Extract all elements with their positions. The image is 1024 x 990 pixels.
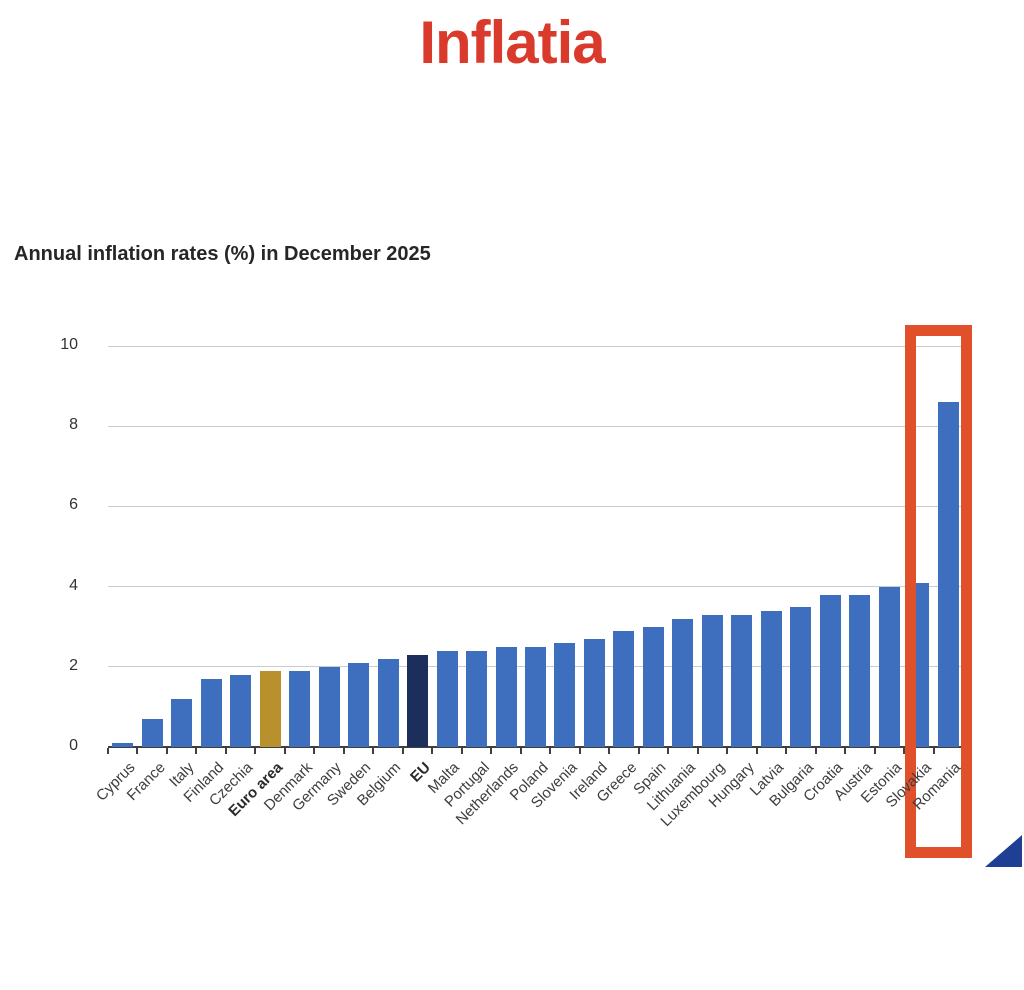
x-axis-tick xyxy=(254,748,257,754)
bar-slovenia xyxy=(554,643,576,747)
bar-poland xyxy=(525,647,546,747)
gridline-y-4 xyxy=(108,586,963,588)
x-axis-tick xyxy=(726,748,729,754)
x-axis-tick xyxy=(903,748,906,754)
bar-denmark xyxy=(289,671,311,747)
highlight-box-romania xyxy=(905,325,972,858)
x-axis-tick xyxy=(460,748,463,754)
bar-czechia xyxy=(230,675,252,747)
chart-title: Annual inflation rates (%) in December 2… xyxy=(14,243,431,265)
x-axis-tick xyxy=(490,748,493,754)
x-axis-tick xyxy=(372,748,375,754)
y-axis-label-4: 4 xyxy=(69,576,78,594)
y-axis-label-6: 6 xyxy=(69,496,78,514)
gridline-y-6 xyxy=(108,505,963,507)
y-axis-label-10: 10 xyxy=(60,336,78,353)
x-axis-tick xyxy=(755,748,758,754)
x-axis-tick xyxy=(431,748,434,754)
bar-romania xyxy=(937,402,959,747)
x-axis-tick xyxy=(342,748,345,754)
x-axis-tick xyxy=(313,748,316,754)
x-axis-tick xyxy=(519,748,522,754)
bar-greece xyxy=(613,631,635,747)
bar-austria xyxy=(849,595,871,747)
bar-cyprus xyxy=(112,743,134,747)
bar-eu xyxy=(407,655,429,747)
bar-hungary xyxy=(731,615,753,747)
bar-croatia xyxy=(819,595,841,747)
bar-lithuania xyxy=(672,619,694,747)
page-title: Inflatia xyxy=(419,9,605,76)
x-axis-tick xyxy=(608,748,611,754)
gridline-y-10 xyxy=(108,345,963,347)
bar-euro-area xyxy=(259,671,281,747)
x-axis-tick xyxy=(667,748,670,754)
bar-ireland xyxy=(583,639,605,747)
x-axis-tick xyxy=(283,748,286,754)
x-axis-tick xyxy=(785,748,788,754)
y-axis-label-8: 8 xyxy=(69,416,78,434)
bar-finland xyxy=(200,679,222,747)
bar-germany xyxy=(318,667,340,747)
bar-italy xyxy=(171,699,193,747)
x-axis-tick xyxy=(873,748,876,754)
x-axis-tick xyxy=(814,748,817,754)
x-axis-line xyxy=(108,746,963,748)
bar-estonia xyxy=(878,587,900,747)
bar-portugal xyxy=(466,651,488,747)
gridline-y-8 xyxy=(108,425,963,427)
x-axis-tick xyxy=(224,748,227,754)
bar-luxembourg xyxy=(701,615,723,747)
x-axis-tick xyxy=(136,748,139,754)
bar-netherlands xyxy=(495,647,517,747)
bar-france xyxy=(141,719,163,747)
x-axis-tick xyxy=(107,748,109,754)
x-axis-tick xyxy=(195,748,198,754)
x-axis-tick xyxy=(696,748,699,754)
bar-malta xyxy=(436,651,458,747)
x-axis-tick xyxy=(932,748,935,754)
x-axis-tick xyxy=(637,748,640,754)
bar-belgium xyxy=(377,659,399,747)
x-axis-tick xyxy=(549,748,552,754)
x-axis-tick xyxy=(578,748,581,754)
x-axis-tick xyxy=(844,748,847,754)
plot-area xyxy=(107,345,964,754)
x-axis-tick xyxy=(165,748,168,754)
y-axis-label-0: 0 xyxy=(69,737,78,754)
bar-sweden xyxy=(348,663,370,747)
corner-triangle-icon xyxy=(985,835,1022,867)
y-axis-label-2: 2 xyxy=(69,656,78,674)
bar-latvia xyxy=(760,611,782,747)
x-axis-tick xyxy=(401,748,404,754)
bar-spain xyxy=(642,627,664,747)
bar-bulgaria xyxy=(790,607,812,747)
